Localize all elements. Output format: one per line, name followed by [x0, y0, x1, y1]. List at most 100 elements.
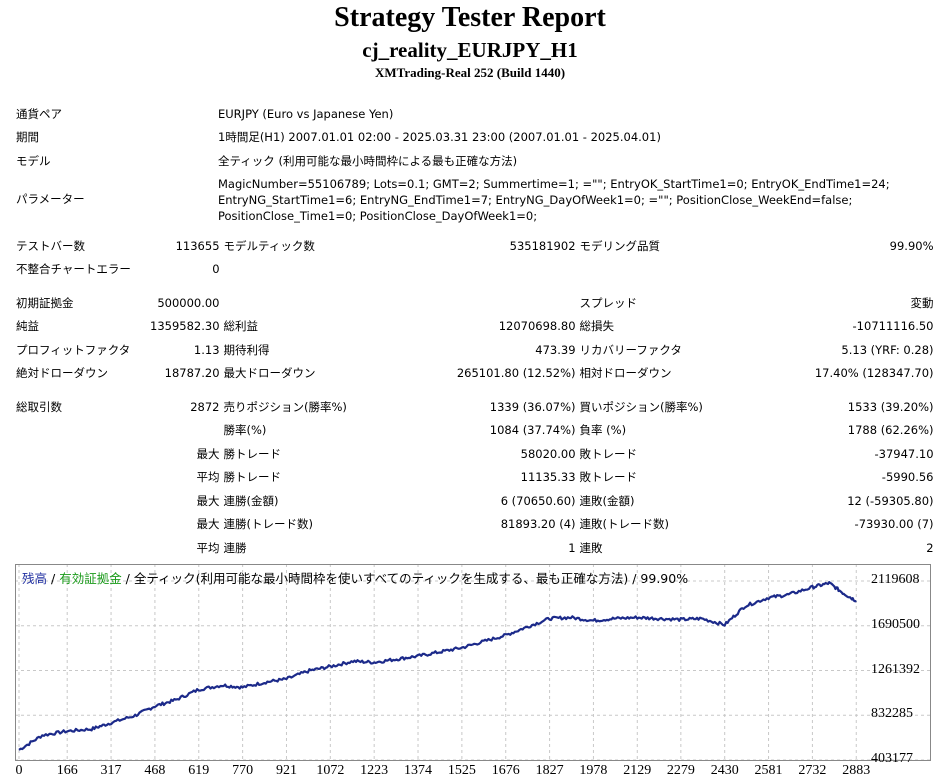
chart-grid — [15, 564, 930, 761]
x-tick-label: 1072 — [316, 763, 345, 778]
largest-loss-value: -37947.10 — [874, 446, 934, 461]
legend-description: 全ティック(利用可能な最小時間枠を使いすべてのティックを生成する、最も正確な方法… — [133, 571, 689, 586]
params-value: MagicNumber=55106789; Lots=0.1; GMT=2; S… — [218, 176, 890, 224]
lossrate-label: 負率 (%) — [579, 423, 627, 438]
x-tick-label: 1525 — [447, 763, 476, 778]
avg-consec-losses-value: 2 — [926, 540, 934, 555]
symbol-label: 通貨ペア — [16, 107, 62, 121]
params-line: MagicNumber=55106789; Lots=0.1; GMT=2; S… — [218, 177, 890, 191]
balance-chart — [15, 564, 931, 761]
y-tick-label: 403177 — [871, 751, 913, 766]
params-label: パラメーター — [16, 192, 85, 206]
x-tick-label: 619 — [188, 763, 210, 778]
x-tick-label: 1676 — [491, 763, 520, 778]
table-row: テストバー数 113655 モデルティック数 535181902 モデリング品質… — [14, 234, 936, 258]
x-tick-label: 2430 — [710, 763, 739, 778]
lossrate-value: 1788 (62.26%) — [847, 423, 934, 438]
legend-separator: / — [47, 571, 60, 586]
x-tick-label: 1827 — [535, 763, 564, 778]
max-consec-losses-label: 連敗(金額) — [579, 493, 635, 508]
avg-win-label: 勝トレード — [223, 470, 282, 485]
y-tick-label: 832285 — [871, 706, 913, 722]
table-row: 最大 連勝(金額) 6 (70650.60) 連敗(金額) 12 (-59305… — [14, 489, 936, 513]
winrate-value: 1084 (37.74%) — [489, 423, 576, 438]
table-row: プロフィットファクタ 1.13 期待利得 473.39 リカバリーファクタ 5.… — [14, 338, 936, 362]
x-tick-label: 1978 — [579, 763, 608, 778]
pf-value: 1.13 — [193, 342, 220, 357]
long-label: 買いポジション(勝率%) — [579, 399, 703, 414]
x-tick-label: 770 — [232, 763, 254, 778]
avg-consec-wins-value: 1 — [568, 540, 576, 555]
max-label: 最大 — [196, 517, 220, 532]
max-label: 最大 — [196, 493, 220, 508]
report-subtitle: cj_reality_EURJPY_H1 — [362, 38, 578, 62]
mismatch-value: 0 — [212, 262, 220, 277]
spread-label: スプレッド — [579, 295, 638, 310]
max-consec-wins-label: 連勝(金額) — [223, 493, 279, 508]
table-row: 不整合チャートエラー 0 — [14, 258, 936, 282]
max-dd-label: 最大ドローダウン — [223, 366, 316, 381]
max-label: 最大 — [196, 446, 220, 461]
stats-table: テストバー数 113655 モデルティック数 535181902 モデリング品質… — [14, 234, 936, 560]
deposit-value: 500000.00 — [157, 295, 220, 310]
ticks-label: モデルティック数 — [223, 238, 315, 253]
period-label: 期間 — [16, 130, 39, 144]
pf-label: プロフィットファクタ — [16, 342, 131, 357]
winrate-label: 勝率(%) — [223, 423, 267, 438]
x-tick-label: 468 — [144, 763, 166, 778]
gross-profit-label: 総利益 — [223, 319, 259, 334]
model-label: モデル — [16, 154, 51, 168]
abs-dd-value: 18787.20 — [164, 366, 220, 381]
period-value: 1時間足(H1) 2007.01.01 02:00 - 2025.03.31 2… — [218, 130, 661, 144]
table-row: 最大 連勝(トレード数) 81893.20 (4) 連敗(トレード数) -739… — [14, 513, 936, 537]
balance-line — [18, 581, 857, 751]
rel-dd-value: 17.40% (128347.70) — [814, 366, 934, 381]
avg-loss-label: 敗トレード — [579, 470, 638, 485]
table-row: 絶対ドローダウン 18787.20 最大ドローダウン 265101.80 (12… — [14, 362, 936, 386]
net-value: 1359582.30 — [150, 319, 220, 334]
recovery-label: リカバリーファクタ — [579, 342, 682, 357]
x-tick-label: 0 — [15, 763, 23, 778]
abs-dd-label: 絶対ドローダウン — [16, 366, 108, 381]
rel-dd-label: 相対ドローダウン — [579, 366, 672, 381]
expected-value: 473.39 — [535, 342, 576, 357]
legend-equity: 有効証拠金 — [59, 571, 122, 586]
bars-value: 113655 — [175, 238, 220, 253]
legend-balance: 残高 — [22, 571, 48, 586]
max-consec-wins-value: 6 (70650.60) — [500, 493, 576, 508]
chart-frame — [15, 564, 931, 761]
table-row: 総取引数 2872 売りポジション(勝率%) 1339 (36.07%) 買いポ… — [14, 395, 936, 419]
params-line: PositionClose_Time1=0; PositionClose_Day… — [218, 209, 538, 223]
params-line: EntryNG_StartTime1=6; EntryNG_EndTime1=7… — [218, 193, 853, 207]
x-tick-label: 2732 — [798, 763, 827, 778]
max-consec-profit-value: 81893.20 (4) — [500, 517, 576, 532]
x-tick-label: 2129 — [623, 763, 652, 778]
net-label: 純益 — [16, 319, 39, 334]
avg-label: 平均 — [196, 540, 220, 555]
y-tick-label: 1690500 — [871, 616, 920, 632]
x-tick-label: 1223 — [360, 763, 389, 778]
report-build: XMTrading-Real 252 (Build 1440) — [374, 65, 566, 80]
y-tick-label: 2119608 — [871, 572, 920, 588]
max-consec-losses-value: 12 (-59305.80) — [847, 493, 934, 508]
table-row: 勝率(%) 1084 (37.74%) 負率 (%) 1788 (62.26%) — [14, 419, 936, 443]
x-tick-label: 2279 — [666, 763, 695, 778]
model-value: 全ティック (利用可能な最小時間枠による最も正確な方法) — [218, 154, 518, 168]
x-tick-label: 166 — [56, 763, 78, 778]
max-dd-value: 265101.80 (12.52%) — [456, 366, 576, 381]
legend-separator: / — [121, 571, 134, 586]
table-row: 純益 1359582.30 総利益 12070698.80 総損失 -10711… — [14, 315, 936, 339]
table-row: 平均 連勝 1 連敗 2 — [14, 536, 936, 560]
ticks-value: 535181902 — [509, 238, 576, 253]
x-tick-label: 1374 — [404, 763, 433, 778]
spread-value: 変動 — [910, 295, 934, 310]
gross-loss-label: 総損失 — [579, 319, 615, 334]
max-consec-loss-value: -73930.00 (7) — [854, 517, 934, 532]
recovery-value: 5.13 (YRF: 0.28) — [841, 342, 934, 357]
expected-label: 期待利得 — [223, 342, 270, 357]
x-tick-label: 317 — [100, 763, 122, 778]
report-title: Strategy Tester Report — [334, 2, 606, 33]
avg-consec-losses-label: 連敗 — [579, 540, 603, 555]
bars-label: テストバー数 — [16, 238, 85, 253]
x-tick-label: 2581 — [754, 763, 783, 778]
